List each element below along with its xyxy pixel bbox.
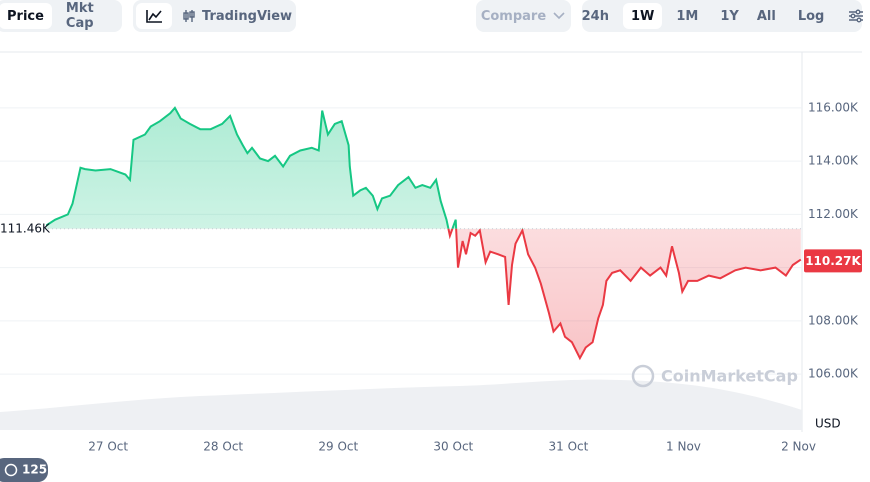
y-tick-label: 108.00K [808, 313, 859, 327]
compare-dropdown[interactable]: Compare [476, 0, 571, 32]
range-group: 24h 1W 1M 1Y All Log [582, 0, 864, 32]
tradingview-button[interactable]: TradingView [178, 3, 300, 29]
y-tick-label: 106.00K [808, 367, 859, 381]
candle-icon [183, 10, 195, 22]
x-tick-label: 2 Nov [781, 440, 816, 454]
x-tick-label: 28 Oct [203, 440, 243, 454]
range-button[interactable]: 1Y [720, 8, 739, 24]
range-button[interactable]: 1M [676, 8, 699, 24]
tab[interactable]: Mkt Cap [65, 1, 94, 31]
range-button[interactable]: 1W [623, 3, 663, 29]
badge-text: 125 [22, 463, 47, 477]
range-button[interactable]: All [756, 8, 776, 24]
tradingview-label: TradingView [202, 8, 293, 24]
chevron [553, 12, 565, 20]
watermark-logo [631, 364, 655, 388]
tab[interactable]: Price [0, 3, 52, 29]
history-badge[interactable]: 125 [0, 458, 48, 482]
baseline-label: 111.46K [0, 221, 51, 235]
log-button[interactable]: Log [797, 8, 825, 24]
x-tick-label: 31 Oct [548, 440, 588, 454]
line-view-button[interactable] [136, 3, 172, 29]
watermark-text: CoinMarketCap [661, 367, 798, 386]
volume-area [0, 379, 802, 430]
area-up [0, 107, 457, 229]
settings-icon [849, 9, 864, 23]
x-tick-label: 30 Oct [433, 440, 473, 454]
y-tick-label: 116.00K [808, 100, 859, 114]
y-tick-label: 114.00K [808, 154, 859, 168]
x-tick-label: 29 Oct [318, 440, 358, 454]
y-tick-label: 112.00K [808, 207, 859, 221]
x-tick-label: 27 Oct [88, 440, 128, 454]
baseline-label-bg [0, 219, 46, 238]
x-tick-label: 1 Nov [666, 440, 701, 454]
price-line-up [0, 106, 524, 229]
area-down [0, 228, 801, 359]
view-group: TradingView [133, 0, 296, 32]
tab-group: Price Mkt Cap [0, 0, 122, 32]
unit-label: USD [815, 417, 841, 431]
compare-label: Compare [480, 8, 547, 24]
price-line-down [447, 228, 802, 361]
current-price-bg [804, 249, 862, 273]
line-icon [146, 10, 162, 23]
range-button[interactable]: 24h [581, 8, 609, 24]
badge-icon [4, 463, 18, 477]
settings-button[interactable] [842, 3, 870, 29]
watermark: CoinMarketCap [631, 364, 798, 388]
current-price-label: 110.27K [805, 254, 861, 268]
